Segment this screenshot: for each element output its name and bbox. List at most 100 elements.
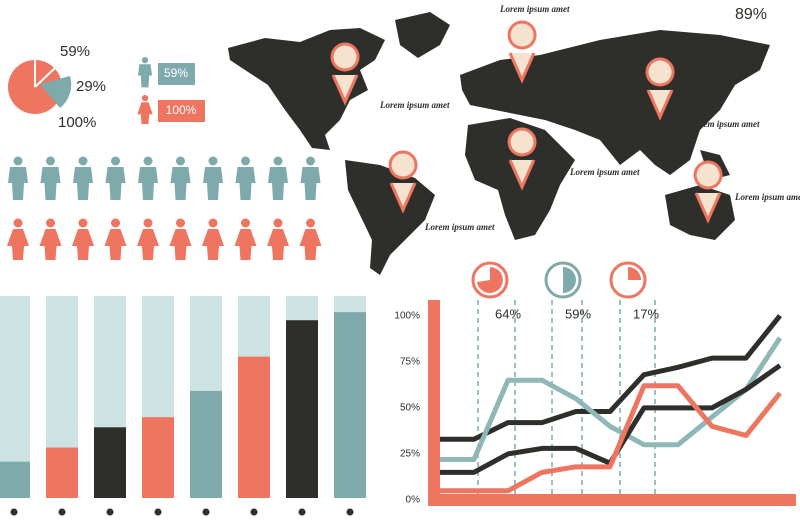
pie-label: 59% xyxy=(60,43,90,60)
body xyxy=(73,167,93,200)
pie-label: 29% xyxy=(76,78,106,95)
head xyxy=(241,218,250,228)
female-icon xyxy=(137,218,159,260)
gauge-label: 64% xyxy=(495,306,521,321)
male-icon xyxy=(138,56,152,88)
male-icon xyxy=(40,156,61,200)
map-label: Lorem ipsum amet xyxy=(424,222,495,232)
head xyxy=(111,218,120,228)
gauge-label: 17% xyxy=(633,306,659,321)
female-icon xyxy=(137,94,153,124)
female-icon xyxy=(104,218,127,260)
body xyxy=(137,102,153,124)
bar-dot xyxy=(154,508,162,516)
bar-dot xyxy=(58,508,66,516)
map-pins xyxy=(330,20,723,224)
map-title: Lorem ipsum amet xyxy=(499,4,570,14)
body xyxy=(105,167,126,200)
bar-dot xyxy=(202,508,210,516)
female-icon xyxy=(169,218,192,260)
body xyxy=(202,229,224,260)
y-tick-label: 50% xyxy=(400,403,420,414)
bar-dot xyxy=(298,508,306,516)
bar xyxy=(190,390,222,498)
bar-dot xyxy=(106,508,114,516)
male-icon xyxy=(203,156,223,200)
head xyxy=(273,156,283,166)
head xyxy=(111,156,120,166)
bar xyxy=(94,427,126,498)
body xyxy=(203,167,223,200)
male-icon xyxy=(170,156,191,200)
female-icon xyxy=(267,218,289,260)
bar xyxy=(142,417,174,498)
body xyxy=(8,167,28,200)
body xyxy=(234,229,257,260)
female-icon xyxy=(202,218,224,260)
body xyxy=(138,167,158,200)
head xyxy=(208,156,218,166)
body xyxy=(267,229,289,260)
head xyxy=(273,218,283,228)
body xyxy=(137,229,159,260)
male-icon xyxy=(8,156,28,200)
male-percent: 59% xyxy=(164,66,188,80)
female-icon xyxy=(72,218,94,260)
head xyxy=(208,218,218,228)
female-icon xyxy=(7,218,29,260)
bar xyxy=(0,461,30,498)
map-label: Lorem ipsum amet xyxy=(379,100,450,110)
male-icon xyxy=(73,156,93,200)
body xyxy=(104,229,127,260)
female-icon xyxy=(299,218,322,260)
map-percent: 89% xyxy=(735,6,767,23)
body xyxy=(235,167,256,200)
bar xyxy=(238,356,270,498)
body xyxy=(300,167,321,200)
head xyxy=(143,218,153,228)
head xyxy=(306,218,315,228)
bar xyxy=(286,320,318,498)
head xyxy=(46,218,55,228)
head xyxy=(46,156,55,166)
line xyxy=(440,383,782,494)
line xyxy=(440,314,782,442)
head xyxy=(143,156,153,166)
body xyxy=(268,167,288,200)
bar-dot xyxy=(346,508,354,516)
female-icon xyxy=(39,218,62,260)
head xyxy=(13,218,23,228)
body xyxy=(299,229,322,260)
body xyxy=(39,229,62,260)
male-icon xyxy=(235,156,256,200)
y-tick-label: 0% xyxy=(406,495,421,506)
male-box xyxy=(158,63,195,85)
male-icon xyxy=(138,156,158,200)
head xyxy=(78,218,88,228)
male-icon xyxy=(105,156,126,200)
head xyxy=(13,156,23,166)
gauge-label: 59% xyxy=(565,306,591,321)
female-box xyxy=(158,100,205,122)
map-label: Lorem ipsum amet xyxy=(734,192,800,202)
bar xyxy=(334,312,366,498)
x-axis-bar xyxy=(428,494,796,506)
pie-label: 100% xyxy=(58,114,96,131)
bar-dot xyxy=(250,508,258,516)
line xyxy=(440,336,783,462)
body xyxy=(7,229,29,260)
body xyxy=(40,167,61,200)
male-icon xyxy=(268,156,288,200)
male-icon xyxy=(300,156,321,200)
head xyxy=(78,156,88,166)
head xyxy=(141,56,149,64)
head xyxy=(241,156,250,166)
bar xyxy=(46,447,78,498)
pie xyxy=(8,60,72,114)
map-label: Lorem ipsum amet xyxy=(689,119,760,129)
y-tick-label: 100% xyxy=(394,310,420,321)
dashed-guides xyxy=(477,300,656,495)
body xyxy=(138,64,152,88)
y-tick-label: 75% xyxy=(400,356,420,367)
